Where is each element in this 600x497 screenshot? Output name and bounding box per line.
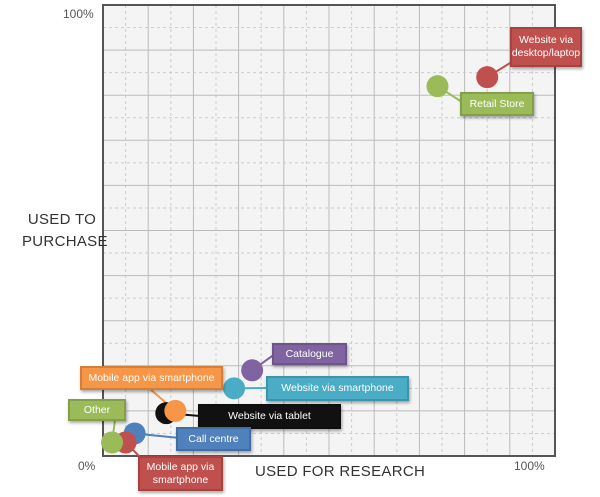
data-point: [426, 75, 449, 98]
data-point: [164, 399, 187, 422]
x-tick-100: 100%: [514, 459, 545, 473]
data-label-desktop: Website via desktop/laptop: [510, 27, 582, 67]
data-label-retail: Retail Store: [460, 92, 534, 116]
data-label-website-smartphone: Website via smartphone: [266, 376, 409, 401]
data-point: [476, 66, 499, 89]
data-point: [241, 359, 264, 382]
plot-border: [102, 4, 556, 457]
data-label-tablet: Website via tablet: [198, 404, 341, 429]
data-point: [223, 377, 246, 400]
data-point: [101, 431, 124, 454]
y-axis-label: USED TO PURCHASE: [22, 211, 108, 250]
data-label-mobile-app-red: Mobile app via smartphone: [138, 456, 223, 491]
y-tick-100: 100%: [63, 7, 94, 21]
x-axis-label: USED FOR RESEARCH: [255, 463, 426, 480]
data-label-catalogue: Catalogue: [272, 343, 347, 365]
data-label-call-centre: Call centre: [176, 427, 251, 451]
data-label-mobile-app-orange: Mobile app via smartphone: [80, 366, 223, 390]
data-label-other: Other: [68, 399, 126, 421]
x-tick-0: 0%: [78, 459, 96, 473]
